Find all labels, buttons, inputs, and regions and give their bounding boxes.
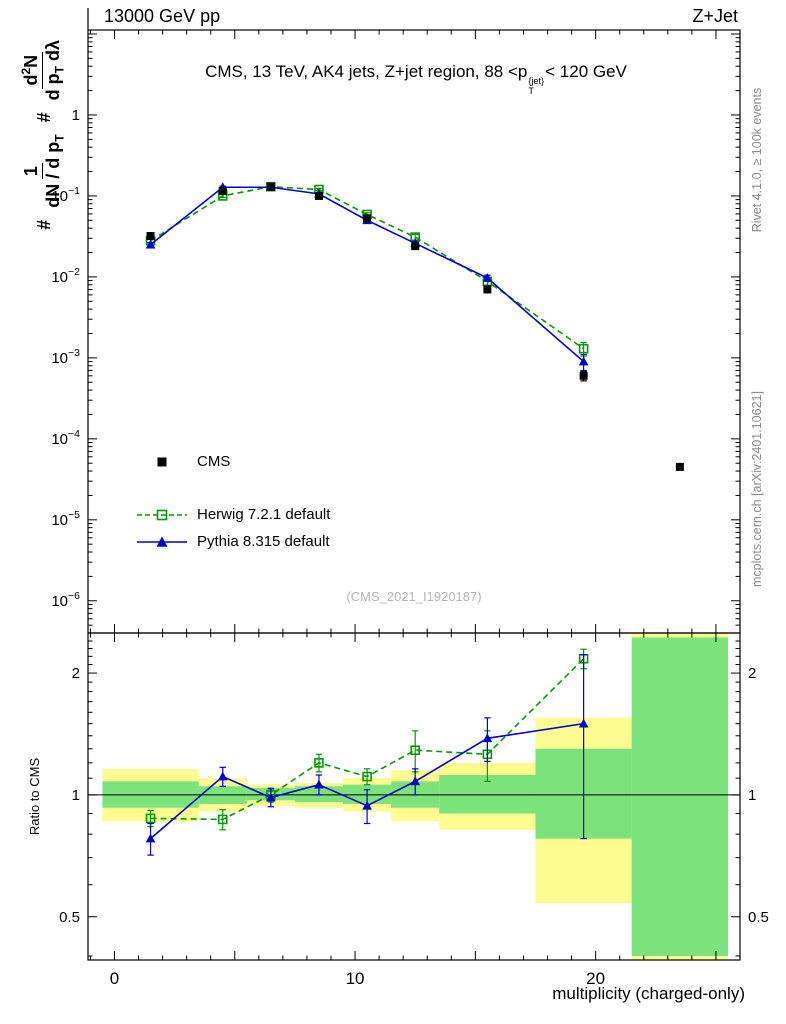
ylabel-fraction-2: d2N d pT dλ [19,40,67,101]
ylabel-hash-2: # [33,112,54,123]
cms-marker-icon [136,454,188,470]
cms-points-top [146,182,684,471]
pt-jet-stack: {jet} T [528,76,545,96]
top-y-axis-label: # 1 dN / d pT # d2N d pT dλ [2,30,86,633]
svg-text:10−3: 10−3 [51,347,80,367]
legend-item-cms: CMS [136,448,330,475]
svg-text:10: 10 [346,969,365,988]
svg-text:2: 2 [72,665,80,682]
svg-text:10−1: 10−1 [51,185,80,205]
ylabel-hash-1: # [33,219,54,230]
svg-text:0.5: 0.5 [748,909,769,926]
mcplots-reference-label: mcplots.cern.ch [arXiv:2401.10621] [750,391,764,587]
legend-label-pythia: Pythia 8.315 default [197,533,330,550]
svg-text:2: 2 [748,665,756,682]
svg-text:10−6: 10−6 [51,590,80,610]
svg-text:10−4: 10−4 [51,428,80,448]
legend-item-herwig: Herwig 7.2.1 default [136,501,330,528]
axis-ticks [88,30,741,960]
svg-text:0: 0 [110,969,119,988]
header-process: Z+Jet [692,6,738,26]
svg-text:0.5: 0.5 [59,909,80,926]
analysis-id-watermark: (CMS_2021_I1920187) [346,589,482,604]
svg-text:1: 1 [72,107,80,124]
axis-labels: 110−110−210−310−410−510−60.5 0.51 12 20 10 20 [51,107,769,988]
lm-herwig-sample [137,509,187,520]
lm-cms-sample [157,457,167,466]
herwig-ratio [145,648,589,831]
panel-title-pre: CMS, 13 TeV, AK4 jets, Z+jet region, 88 … [205,62,528,81]
legend-label-cms: CMS [197,453,231,470]
panel-title: CMS, 13 TeV, AK4 jets, Z+jet region, 88 … [92,62,740,96]
svg-text:10−2: 10−2 [51,266,80,286]
pythia-marker-icon [136,534,188,550]
top-y-axis-label-rotated: # 1 dN / d pT # d2N d pT dλ [2,30,86,633]
svg-text:1: 1 [748,787,756,804]
uncertainty-bands [102,633,728,960]
rivet-version-label: Rivet 4.1.0, ≥ 100k events [750,87,764,233]
legend: CMS Herwig 7.2.1 default Pythia 8.315 de… [136,448,330,555]
x-axis-label: multiplicity (charged-only) [552,984,745,1003]
herwig-marker-icon [136,507,188,523]
pythia-ratio [145,654,589,856]
ylabel-fraction-1: 1 dN / d pT [20,134,67,208]
ratio-panel-frame [87,632,741,961]
svg-text:20: 20 [586,969,605,988]
svg-text:10−5: 10−5 [51,509,80,529]
panel-title-post: < 120 GeV [545,62,627,81]
svg-text:1: 1 [72,787,80,804]
legend-label-herwig: Herwig 7.2.1 default [197,506,331,523]
header-beam-energy: 13000 GeV pp [104,6,221,26]
ratio-y-axis-label: Ratio to CMS [26,757,42,836]
panel-title-sup: {jet} [528,76,545,86]
legend-item-pythia: Pythia 8.315 default [136,528,330,555]
lm-pythia-sample [137,536,187,547]
herwig-curve-top [145,181,589,357]
panel-title-sub: T [528,85,534,96]
